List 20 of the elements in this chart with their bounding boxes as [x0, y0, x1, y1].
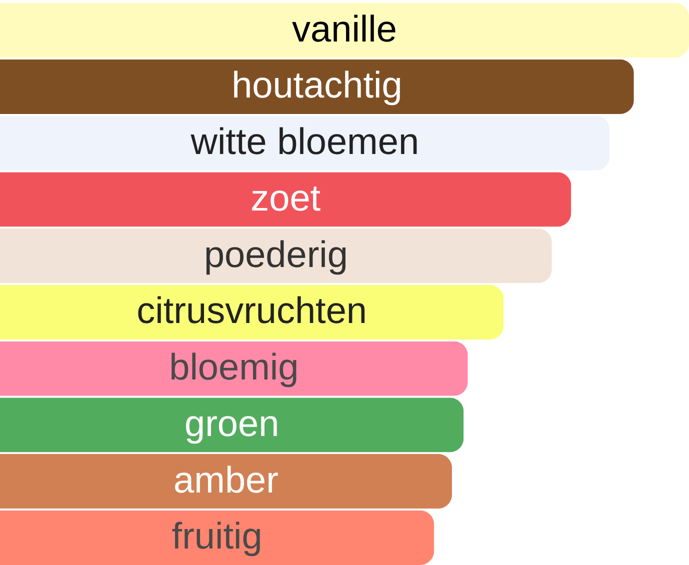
y-tick-label: bloemig [169, 346, 299, 388]
y-tick-label: fruitig [172, 516, 262, 557]
y-tick-label: zoet [250, 177, 322, 218]
y-tick-label: poederig [204, 234, 348, 275]
y-tick-label: groen [184, 402, 280, 444]
bar [0, 228, 552, 284]
y-tick-label: vanille [292, 8, 397, 50]
bar [0, 172, 572, 227]
bar [0, 510, 434, 565]
y-tick-label: houtachtig [232, 64, 402, 106]
y-tick-label: amber [174, 459, 278, 500]
bar [0, 284, 504, 340]
bar [0, 341, 468, 396]
y-tick-label: witte bloemen [190, 121, 420, 162]
y-tick-label: citrusvruchten [136, 290, 367, 332]
bar [0, 398, 464, 452]
bar [0, 59, 634, 114]
bar [0, 3, 689, 58]
bar [0, 454, 452, 509]
bar [0, 116, 610, 170]
